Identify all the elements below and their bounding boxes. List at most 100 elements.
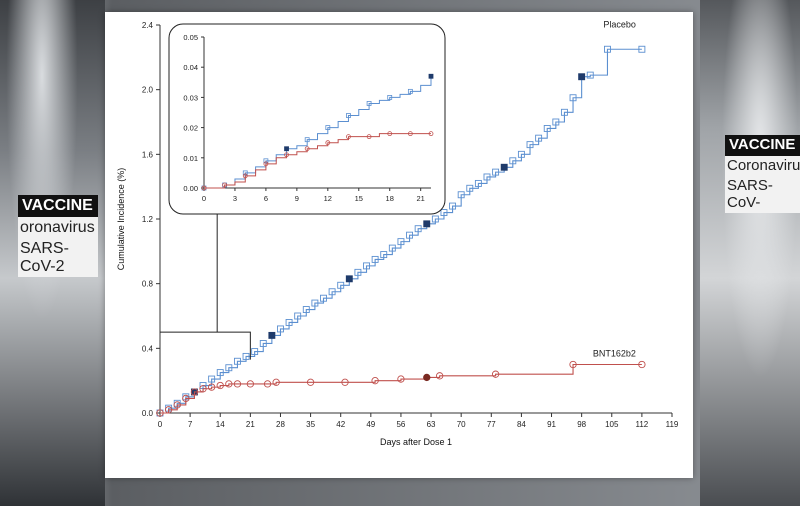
inset-bnt162b2-point	[387, 131, 393, 137]
inset-bnt162b2-point	[428, 131, 434, 137]
placebo-point	[363, 262, 370, 270]
placebo-point	[449, 202, 457, 210]
bnt162b2-point	[263, 380, 272, 388]
x-tick-label: 63	[427, 420, 436, 429]
inset-bnt162b2-point	[304, 146, 310, 152]
inset-y-tick-label: 0.04	[183, 63, 198, 72]
y-tick-label: 1.6	[142, 150, 154, 159]
inset-bnt162b2-point	[346, 134, 351, 140]
bnt162b2-point	[199, 385, 207, 393]
placebo-point	[431, 215, 439, 223]
placebo-point	[604, 45, 611, 53]
inset-placebo-point	[325, 125, 331, 130]
bnt162b2-point	[207, 383, 216, 391]
bnt162b2-point	[233, 380, 242, 388]
inset-bnt162b2-point	[325, 140, 331, 146]
main-series	[156, 45, 646, 417]
placebo-point	[552, 118, 560, 126]
inset-x-tick-label: 6	[264, 194, 268, 203]
main-axes: 0.00.40.81.21.62.02.40 7 14 21 28 35 42 49 56 63 7…	[142, 21, 679, 429]
bnt162b2-point	[246, 380, 255, 388]
placebo-point	[569, 94, 577, 102]
right-vial-line1: Coronavirus	[727, 156, 800, 174]
bnt162b2-point	[225, 380, 233, 388]
inset-bnt162b2-point	[366, 134, 372, 140]
inset-bnt162b2-point	[407, 131, 413, 137]
bnt162b2-point	[569, 360, 577, 369]
bnt162b2-point	[341, 378, 349, 386]
placebo-point	[242, 352, 250, 360]
inset-placebo-point	[263, 158, 269, 164]
left-vial-line2: SARS-CoV-2	[20, 240, 69, 275]
bnt162b2-point	[371, 377, 379, 385]
bnt162b2-point	[638, 360, 646, 369]
inset-placebo-point	[366, 101, 372, 106]
placebo-point	[466, 184, 474, 192]
placebo-point	[414, 225, 422, 233]
right-vial-head: VACCINE	[725, 135, 800, 156]
placebo-point	[474, 179, 482, 187]
inset-bnt162b2-point	[284, 152, 289, 158]
inset-y-tick-label: 0.02	[183, 124, 198, 133]
inset-placebo-point	[304, 137, 310, 143]
inset-x-tick-label: 15	[355, 194, 363, 203]
bnt162b2-point	[491, 370, 500, 378]
inset-y-tick-label: 0.05	[183, 33, 198, 42]
inset-frame	[168, 23, 446, 215]
placebo-point	[586, 71, 594, 79]
y-axis-label: Cumulative Incidence (%)	[116, 168, 126, 271]
x-axis-label: Days after Dose 1	[380, 437, 452, 447]
placebo-point	[500, 163, 508, 171]
placebo-point	[543, 125, 551, 132]
inset-x-tick-label: 9	[295, 194, 299, 203]
placebo-point	[638, 45, 646, 53]
bnt162b2-point	[436, 372, 444, 380]
chart-svg: 0.00.40.81.21.62.02.40 7 14 21 28 35 42 49 56 63 7…	[116, 19, 679, 447]
placebo-point	[294, 312, 302, 320]
placebo-series-line	[160, 48, 642, 414]
placebo-point	[517, 150, 525, 158]
bnt162b2-point	[173, 401, 181, 409]
x-tick-label: 56	[396, 420, 405, 429]
inset-x-tick-label: 3	[233, 194, 237, 203]
placebo-point	[259, 340, 267, 347]
x-tick-label: 21	[246, 420, 255, 429]
inset-bnt162b2-point	[242, 173, 248, 179]
bnt162b2-series-label: BNT162b2	[593, 349, 636, 359]
y-tick-label: 0.4	[142, 344, 154, 353]
placebo-point	[302, 306, 310, 313]
x-tick-label: 84	[517, 420, 526, 429]
placebo-point	[526, 141, 534, 149]
y-tick-label: 2.0	[142, 86, 154, 95]
placebo-point	[440, 209, 448, 216]
placebo-point	[560, 108, 568, 116]
inset-placebo-point	[346, 113, 351, 118]
right-vial-line2: SARS-CoV-	[727, 177, 773, 211]
inset-bnt162b2-point	[201, 185, 207, 191]
x-tick-label: 105	[605, 420, 619, 429]
x-tick-label: 112	[635, 420, 648, 429]
x-tick-label: 14	[216, 420, 225, 429]
left-vial-head: VACCINE	[18, 195, 98, 217]
bnt162b2-point	[272, 378, 280, 386]
placebo-point	[337, 281, 345, 289]
bnt162b2-point	[216, 381, 224, 390]
right-vial-label: VACCINE Coronavirus SARS-CoV-	[725, 135, 800, 213]
placebo-point	[371, 255, 379, 263]
background-right-photo	[700, 0, 800, 506]
inset-placebo-point	[242, 170, 248, 176]
bnt162b2-point	[182, 394, 190, 403]
inset-y-tick-label: 0.01	[183, 154, 198, 163]
inset-bnt162b2-point	[263, 161, 269, 167]
y-tick-label: 0.0	[142, 409, 154, 418]
x-tick-label: 91	[547, 420, 556, 429]
placebo-point	[578, 73, 586, 81]
placebo-point	[423, 220, 431, 228]
x-tick-label: 28	[276, 420, 285, 429]
placebo-series-label: Placebo	[603, 19, 636, 29]
chart-panel: 0.0 0.4 0.8 1.2 1.6 2.0 2.4 0 7 14 21 28 35 42 49 56 63 7…	[105, 12, 693, 478]
x-tick-label: 35	[306, 420, 315, 429]
placebo-point	[285, 319, 293, 326]
placebo-point	[268, 331, 276, 339]
placebo-point	[483, 173, 491, 181]
